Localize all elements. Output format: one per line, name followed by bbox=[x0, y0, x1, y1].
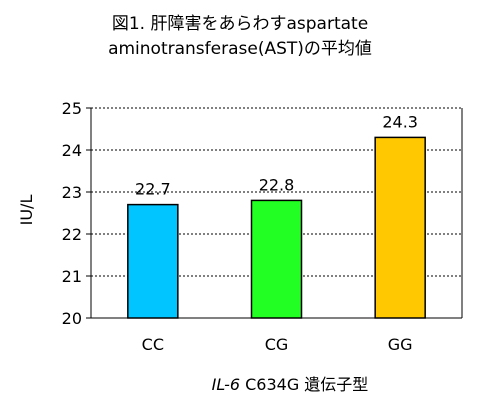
x-tick-label: CC bbox=[142, 335, 164, 354]
chart-title: 図1. 肝障害をあらわすaspartate aminotransferase(A… bbox=[0, 12, 480, 62]
y-tick-label: 23 bbox=[62, 183, 82, 202]
bar bbox=[127, 203, 179, 319]
chart-title-line-1: 図1. 肝障害をあらわすaspartate bbox=[111, 14, 369, 34]
y-tick-label: 22 bbox=[62, 225, 82, 244]
y-tick-label: 24 bbox=[62, 141, 82, 160]
y-tick-label: 20 bbox=[62, 309, 82, 328]
x-axis-label-rest: C634G 遺伝子型 bbox=[240, 375, 368, 394]
labels: 20 21 22 23 24 25 22.7 CC 22.8 CG 24.3 GG bbox=[62, 99, 418, 354]
x-axis-label-italic: IL-6 bbox=[212, 375, 240, 394]
data-label: 22.7 bbox=[135, 180, 171, 199]
bar bbox=[374, 136, 426, 319]
x-tick-label: CG bbox=[265, 335, 289, 354]
y-tick-label: 25 bbox=[62, 99, 82, 118]
y-axis-label: IU/L bbox=[17, 195, 36, 226]
chart-title-line-2: aminotransferase(AST)の平均値 bbox=[108, 39, 372, 59]
y-tick-label: 21 bbox=[62, 267, 82, 286]
bars bbox=[127, 136, 426, 319]
x-tick-label: GG bbox=[388, 335, 413, 354]
data-label: 24.3 bbox=[382, 112, 418, 131]
bar bbox=[250, 199, 303, 319]
axes bbox=[86, 107, 463, 319]
x-axis-label: IL-6 C634G 遺伝子型 bbox=[212, 375, 369, 394]
data-label: 22.8 bbox=[259, 175, 295, 194]
